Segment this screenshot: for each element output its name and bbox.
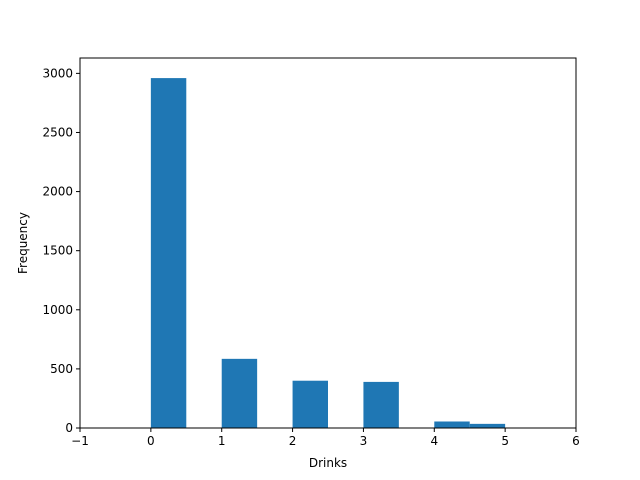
histogram-bar-5 — [469, 423, 506, 428]
histogram-bar-0 — [150, 78, 187, 428]
x-tick-label: 4 — [430, 434, 438, 448]
histogram-bar-1 — [221, 358, 258, 428]
y-axis-ticks: 0 500 1000 1500 2000 2500 3000 — [42, 66, 80, 435]
bars-group — [150, 78, 506, 428]
x-tick-label: 0 — [147, 434, 155, 448]
y-tick-label: 500 — [50, 362, 73, 376]
plot-frame — [79, 57, 577, 429]
histogram-bar-4 — [434, 421, 470, 428]
x-tick-label: 5 — [501, 434, 509, 448]
x-axis-label: Drinks — [309, 456, 347, 470]
y-tick-label: 3000 — [42, 66, 73, 80]
x-tick-label: 2 — [289, 434, 297, 448]
y-tick-label: 0 — [65, 421, 73, 435]
y-tick-label: 2000 — [42, 185, 73, 199]
histogram-bar-3 — [363, 381, 399, 428]
x-tick-label: 6 — [572, 434, 580, 448]
y-tick-label: 1000 — [42, 303, 73, 317]
y-tick-label: 1500 — [42, 244, 73, 258]
x-tick-label: −1 — [71, 434, 89, 448]
histogram-bar-2 — [292, 380, 328, 428]
x-axis-ticks: −1 0 1 2 3 4 5 6 — [71, 428, 580, 448]
x-tick-label: 3 — [360, 434, 368, 448]
x-tick-label: 1 — [218, 434, 226, 448]
y-axis-label: Frequency — [16, 212, 30, 274]
y-tick-label: 2500 — [42, 125, 73, 139]
